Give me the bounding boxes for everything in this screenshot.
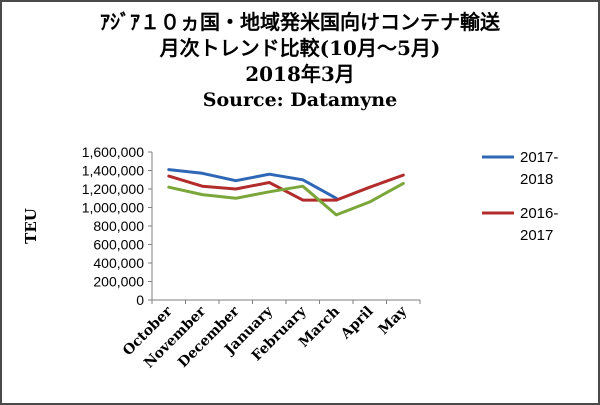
y-tick-label: 1,000,000 xyxy=(82,200,144,216)
legend-label-2: 2017 xyxy=(520,227,553,244)
chart-title-line-1: ｱｼﾞｱ１０ヵ国・地域発米国向けコンテナ輸送 xyxy=(100,10,500,34)
y-tick-label: 800,000 xyxy=(93,218,144,234)
y-tick-label: 1,400,000 xyxy=(82,163,144,179)
y-tick-label: 600,000 xyxy=(93,237,144,253)
chart-title-line-3: 2018年3月 xyxy=(245,62,355,86)
y-tick-label: 0 xyxy=(136,292,144,308)
y-tick-label: 1,600,000 xyxy=(82,144,144,160)
chart-title-line-2: 月次トレンド比較(10月～5月) xyxy=(159,36,441,60)
legend-label-1: 2018 xyxy=(520,171,553,188)
y-axis-title: TEU xyxy=(22,208,40,244)
legend-label-2: 2016- xyxy=(520,205,558,222)
legend-label-1: 2017- xyxy=(520,149,558,166)
series-line-1 xyxy=(167,168,338,200)
x-tick-label: April xyxy=(337,304,376,343)
y-tick-label: 1,200,000 xyxy=(82,181,144,197)
series-line-2 xyxy=(167,173,405,202)
chart-source-line: Source: Datamyne xyxy=(202,89,398,111)
series-line-3 xyxy=(167,181,405,217)
y-tick-label: 400,000 xyxy=(93,255,144,271)
x-tick-label: May xyxy=(376,303,411,338)
y-tick-label: 200,000 xyxy=(93,274,144,290)
